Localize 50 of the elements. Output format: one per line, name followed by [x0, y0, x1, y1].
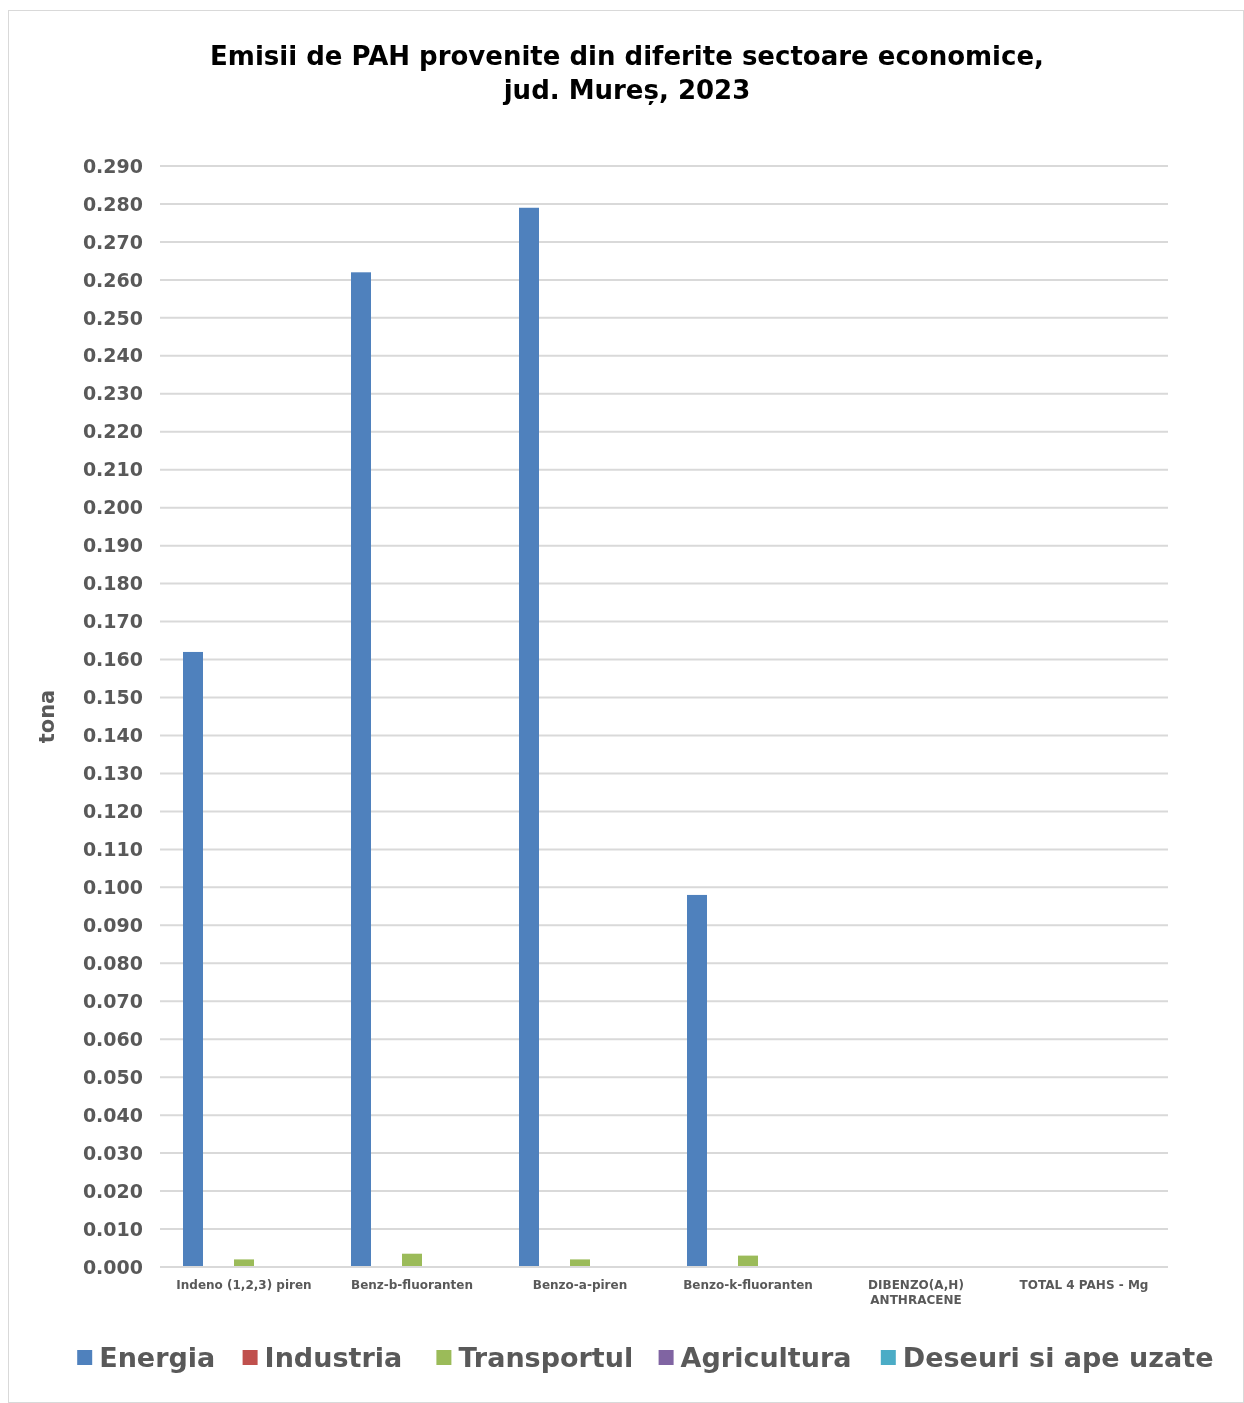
y-tick-label: 0.040: [82, 1103, 143, 1126]
bar: [687, 894, 707, 1267]
bar: [570, 1259, 590, 1267]
y-tick-label: 0.090: [82, 913, 143, 936]
x-tick-label: TOTAL 4 PAHS - Mg: [1019, 1278, 1149, 1292]
legend-label: Agricultura: [680, 1342, 852, 1374]
y-tick-label: 0.100: [82, 875, 143, 898]
y-axis-title: tona: [35, 689, 59, 744]
chart-title: Emisii de PAH provenite din diferite sectoare economice, jud. Mureș, 2023: [210, 41, 1044, 105]
y-tick-label: 0.160: [82, 648, 143, 671]
y-tick-label: 0.030: [82, 1141, 143, 1164]
y-tick-label: 0.010: [82, 1217, 143, 1240]
y-tick-label: 0.080: [82, 951, 143, 974]
bar: [183, 651, 203, 1267]
bar: [351, 272, 371, 1267]
y-tick-label: 0.000: [82, 1255, 143, 1278]
y-tick-label: 0.200: [82, 496, 143, 519]
y-tick-label: 0.230: [82, 382, 143, 405]
y-tick-label: 0.190: [82, 534, 143, 557]
y-tick-label: 0.120: [82, 800, 143, 823]
y-tick-label: 0.180: [82, 572, 143, 595]
legend-label: Deseuri si ape uzate: [902, 1342, 1214, 1374]
legend-label: Industria: [264, 1342, 403, 1374]
y-tick-label: 0.020: [82, 1179, 143, 1202]
y-tick-label: 0.170: [82, 610, 143, 633]
bar: [402, 1253, 422, 1267]
y-tick-label: 0.290: [82, 154, 143, 177]
x-tick-label: Benzo-k-fluoranten: [683, 1278, 813, 1292]
y-tick-label: 0.270: [82, 230, 143, 253]
legend-label: Transportul: [458, 1342, 634, 1374]
y-tick-label: 0.260: [82, 268, 143, 291]
y-tick-label: 0.240: [82, 344, 143, 367]
y-tick-label: 0.210: [82, 458, 143, 481]
y-tick-label: 0.250: [82, 306, 143, 329]
y-tick-label: 0.150: [82, 686, 143, 709]
y-tick-label: 0.050: [82, 1065, 143, 1088]
bar: [519, 207, 539, 1267]
y-tick-label: 0.220: [82, 420, 143, 443]
x-tick-label: Benz-b-fluoranten: [350, 1278, 474, 1292]
x-tick-label: Indeno (1,2,3) piren: [176, 1278, 312, 1292]
y-tick-label: 0.070: [82, 989, 143, 1012]
y-tick-label: 0.060: [82, 1027, 143, 1050]
y-tick-label: 0.130: [82, 762, 143, 785]
y-tick-label: 0.140: [82, 724, 143, 747]
x-tick-label: Benzo-a-piren: [532, 1278, 628, 1292]
x-tick-label: DIBENZO(A,H) ANTHRACENE: [868, 1278, 964, 1307]
legend-label: Energia: [99, 1342, 216, 1374]
y-tick-label: 0.110: [82, 838, 143, 861]
y-tick-label: 0.280: [82, 192, 143, 215]
bar: [234, 1259, 254, 1267]
